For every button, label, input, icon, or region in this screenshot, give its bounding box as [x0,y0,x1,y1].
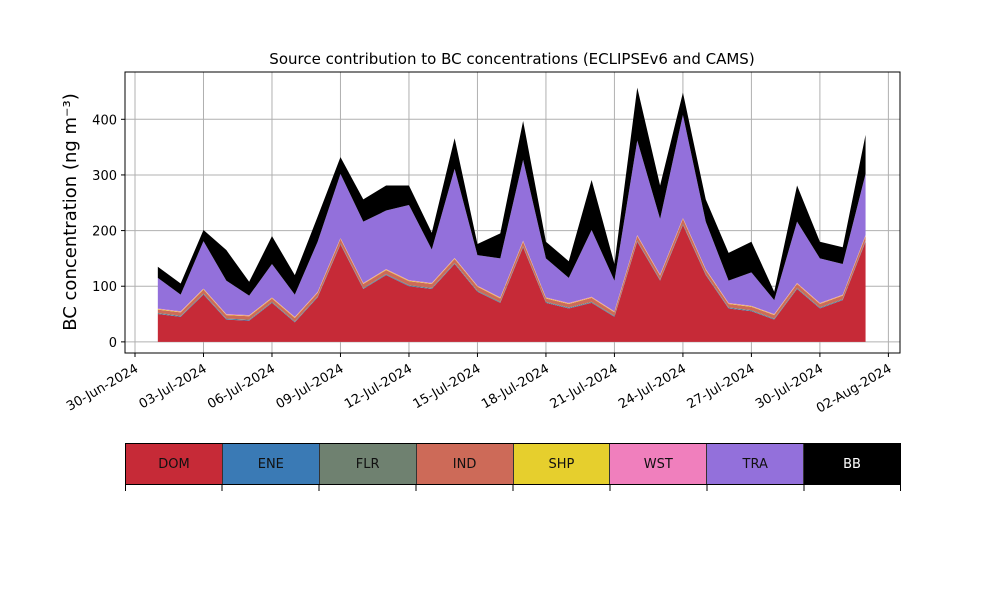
legend-item-shp: SHP [513,444,611,484]
chart-title: Source contribution to BC concentrations… [269,50,754,68]
color-legend: DOM ENE FLR IND SHP WST TRA BB [125,443,901,485]
x-tick-label: 09-Jul-2024 [274,361,347,412]
legend-item-ene: ENE [222,444,320,484]
y-tick-label: 200 [92,225,117,240]
area-series-tra [157,114,866,317]
y-tick-label: 0 [109,336,117,351]
x-tick-label: 21-Jul-2024 [548,361,621,412]
y-axis-label: BC concentration (ng m⁻³) [60,93,81,331]
x-tick-label: 30-Jun-2024 [64,361,141,414]
x-tick-label: 02-Aug-2024 [814,361,894,416]
x-tick-label: 15-Jul-2024 [411,361,484,412]
chart-canvas: Source contribution to BC concentrations… [60,50,901,417]
legend-item-flr: FLR [319,444,417,484]
x-tick-label: 18-Jul-2024 [479,361,552,412]
plot-frame [124,71,901,354]
x-tick-label: 24-Jul-2024 [616,361,689,412]
stacked-areas [157,87,866,342]
area-series-bb [157,87,866,301]
legend-ticks [125,485,901,491]
x-tick-label: 06-Jul-2024 [205,361,278,412]
area-series-dom [157,225,866,342]
x-tick-label: 03-Jul-2024 [137,361,210,412]
area-series-ind [157,218,866,322]
x-tick-label: 12-Jul-2024 [342,361,415,412]
legend-item-tra: TRA [707,444,805,484]
y-tick-label: 300 [92,169,117,184]
legend-item-wst: WST [610,444,708,484]
legend-item-dom: DOM [126,444,223,484]
y-tick-label: 100 [92,280,117,295]
y-tick-label: 400 [92,113,117,128]
legend-item-ind: IND [416,444,514,484]
x-tick-label: 27-Jul-2024 [685,361,758,412]
legend-item-bb: BB [804,444,900,484]
